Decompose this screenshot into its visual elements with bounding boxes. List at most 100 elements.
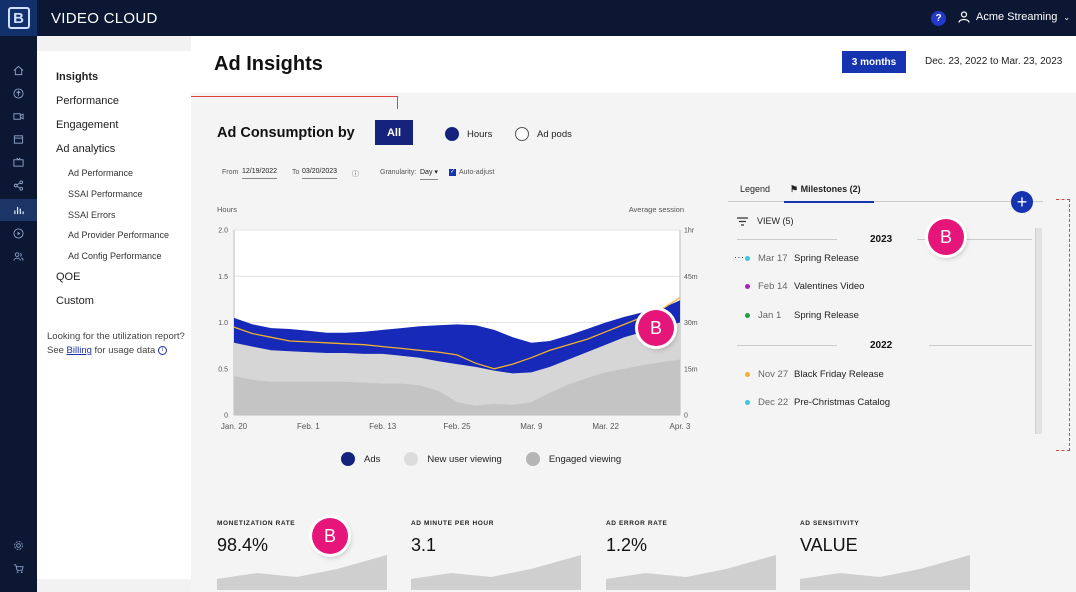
milestone-item[interactable]: Nov 27 Black Friday Release <box>745 369 884 380</box>
metric-sparkline <box>800 555 970 590</box>
metric-value: 98.4% <box>217 535 269 555</box>
tv-icon <box>13 157 24 167</box>
nav-custom[interactable]: Custom <box>56 295 94 307</box>
milestones-scrollbar[interactable] <box>1035 228 1042 434</box>
y2-tick-label: 45m <box>684 274 698 281</box>
radio-hours[interactable]: Hours <box>445 127 492 141</box>
radio-pods-dot[interactable] <box>515 127 529 141</box>
nav-gutter <box>37 36 191 51</box>
rail-library[interactable] <box>0 128 37 150</box>
legend-new-label: New user viewing <box>427 453 502 465</box>
play-icon <box>13 227 24 239</box>
app-logo[interactable]: B <box>0 0 37 36</box>
y-tick-label: 1.5 <box>218 274 228 281</box>
metric-value: 3.1 <box>411 535 437 555</box>
y2-axis-title: Average session <box>629 205 684 214</box>
rail-home[interactable] <box>0 59 37 81</box>
rail-tv[interactable] <box>0 151 37 173</box>
rail-cart[interactable] <box>0 557 37 579</box>
metric-ad-sensitivity: AD SENSITIVITY VALUE <box>800 520 970 590</box>
date-range: Dec. 23, 2022 to Mar. 23, 2023 <box>925 56 1063 67</box>
rail-upload[interactable] <box>0 82 37 104</box>
tab-milestones-label: Milestones (2) <box>800 184 861 194</box>
nav-ad-provider-performance[interactable]: Ad Provider Performance <box>68 230 170 240</box>
tab-milestones[interactable]: ⚑ Milestones (2) <box>790 184 861 195</box>
nav-ssai-errors[interactable]: SSAI Errors <box>68 210 116 220</box>
chevron-down-icon: ⌄ <box>1063 12 1071 22</box>
brand-name: VIDEO CLOUD <box>51 10 158 27</box>
milestone-name: Valentines Video <box>794 281 865 292</box>
metric-ad-minute: AD MINUTE PER HOUR 3.1 <box>411 520 581 590</box>
all-dropdown-button[interactable]: All <box>375 120 413 145</box>
nav-engagement[interactable]: Engagement <box>56 119 119 131</box>
metric-label: AD SENSITIVITY <box>800 520 860 527</box>
legend-engaged-dot <box>525 452 540 466</box>
y2-tick-label: 1hr <box>684 228 695 235</box>
user-menu[interactable]: Acme Streaming ⌄ <box>958 11 1070 23</box>
milestone-dot <box>745 372 750 377</box>
nav-performance[interactable]: Performance <box>56 95 119 107</box>
milestone-date: Dec 22 <box>758 397 789 408</box>
x-tick-label: Jan. 20 <box>221 422 248 431</box>
tab-legend[interactable]: Legend <box>740 184 771 194</box>
page-header: Ad Insights 3 months Dec. 23, 2022 to Ma… <box>191 36 1076 93</box>
nav-qoe[interactable]: QOE <box>56 271 81 283</box>
legend-ads-label: Ads <box>364 453 381 465</box>
x-tick-label: Mar. 22 <box>592 422 619 431</box>
milestone-date: Feb 14 <box>758 281 788 292</box>
billing-link[interactable]: Billing <box>66 345 92 356</box>
milestone-item[interactable]: Dec 22 Pre-Christmas Catalog <box>745 397 890 408</box>
nav-insights[interactable]: Insights <box>56 71 99 83</box>
nav-ad-analytics[interactable]: Ad analytics <box>56 143 116 155</box>
granularity-select[interactable]: Day ▾ <box>420 168 438 180</box>
milestone-item[interactable]: Mar 17 Spring Release <box>745 253 859 264</box>
rail-share[interactable] <box>0 174 37 196</box>
utilization-note: Looking for the utilization report? See … <box>47 330 187 358</box>
milestone-item[interactable]: Feb 14 Valentines Video <box>745 281 864 292</box>
legend-new-user[interactable]: New user viewing <box>404 452 502 466</box>
legend-ads[interactable]: Ads <box>341 452 380 466</box>
rail-users[interactable] <box>0 245 37 267</box>
b-badge[interactable]: B <box>928 219 964 255</box>
year-2023: 2023 <box>870 234 893 245</box>
rail-media[interactable] <box>0 105 37 127</box>
to-date-input[interactable]: 03/20/2023 <box>302 168 338 179</box>
main-content: Ad Insights 3 months Dec. 23, 2022 to Ma… <box>191 36 1076 592</box>
rail-settings[interactable] <box>0 534 37 556</box>
metric-label: AD MINUTE PER HOUR <box>411 520 495 527</box>
add-milestone-button[interactable]: + <box>1011 191 1033 213</box>
date-info-icon[interactable]: ⓘ <box>352 171 359 178</box>
note-tail: for usage data <box>94 345 156 356</box>
y-tick-label: 0.5 <box>218 366 228 373</box>
metric-monetization-rate: MONETIZATION RATE 98.4% <box>217 520 387 590</box>
radio-hours-dot[interactable] <box>445 127 459 141</box>
rail-analytics[interactable] <box>0 199 37 221</box>
from-label: From <box>222 169 239 176</box>
granularity-label: Granularity: <box>380 169 417 176</box>
nav-gutter-bottom <box>37 579 191 592</box>
to-label: To <box>292 169 300 176</box>
rail-player[interactable] <box>0 222 37 244</box>
red-dashed-guide <box>1056 199 1070 451</box>
milestone-item[interactable]: Jan 1 Spring Release <box>745 310 859 321</box>
nav-ad-performance[interactable]: Ad Performance <box>68 168 134 178</box>
radio-ad-pods[interactable]: Ad pods <box>515 127 572 141</box>
b-badge[interactable]: B <box>638 310 674 346</box>
range-button[interactable]: 3 months <box>842 51 906 73</box>
nav-ad-config-performance[interactable]: Ad Config Performance <box>68 251 162 261</box>
auto-adjust-checkbox[interactable]: ✓ <box>449 169 456 176</box>
cart-icon <box>13 563 24 573</box>
view-filter[interactable]: VIEW (5) <box>737 216 794 226</box>
y2-tick-label: 30m <box>684 320 698 327</box>
nav-ssai-performance[interactable]: SSAI Performance <box>68 189 143 199</box>
more-dots-icon[interactable]: ··· <box>734 252 745 262</box>
legend-engaged[interactable]: Engaged viewing <box>525 452 621 466</box>
milestone-dot <box>745 400 750 405</box>
b-badge[interactable]: B <box>312 518 348 554</box>
milestone-dot <box>745 284 750 289</box>
from-date-input[interactable]: 12/19/2022 <box>242 168 278 179</box>
chart-svg: Hours Average session 0 0.5 1.0 1.5 2.0 0 15m 3… <box>217 205 698 431</box>
help-icon[interactable]: ? <box>931 11 946 26</box>
info-icon[interactable]: i <box>157 345 167 355</box>
y-tick-label: 2.0 <box>218 228 228 235</box>
